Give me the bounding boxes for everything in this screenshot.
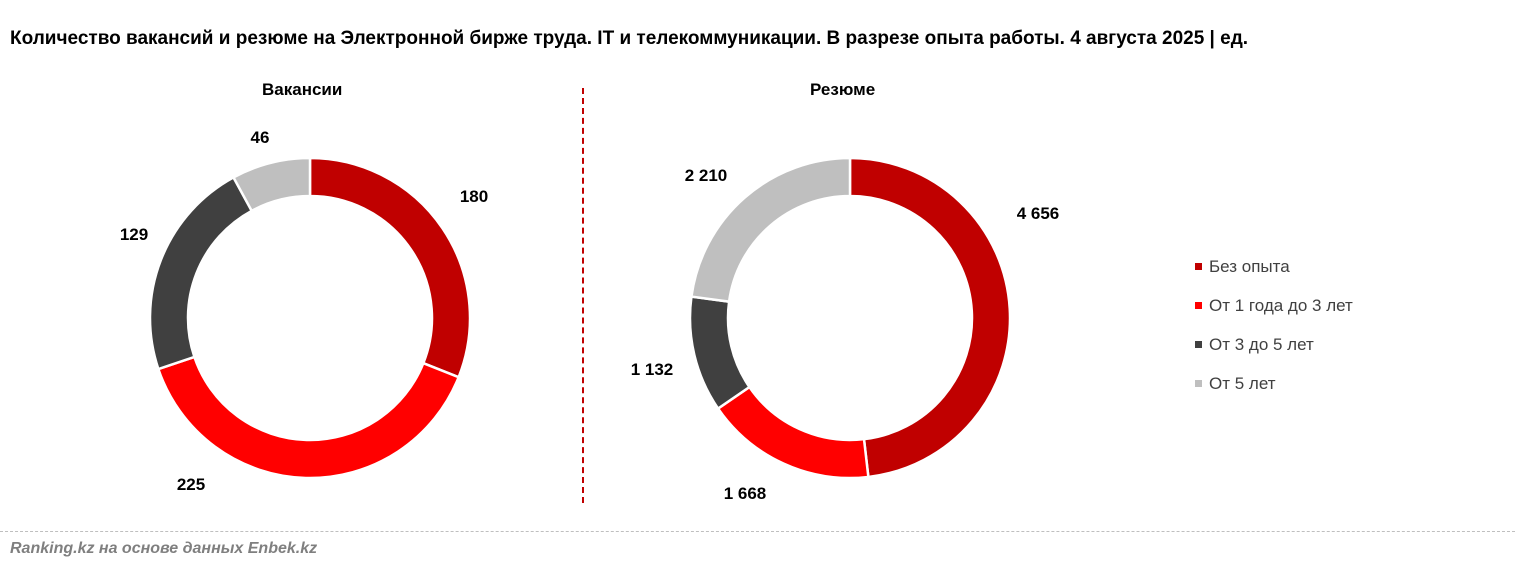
- legend-swatch: [1195, 302, 1202, 309]
- source-note: Ranking.kz на основе данных Enbek.kz: [10, 540, 318, 557]
- resumes-slice-0: [848, 156, 1012, 479]
- legend-label: От 5 лет: [1209, 373, 1276, 393]
- footer-divider: [0, 531, 1515, 532]
- legend-label: Без опыта: [1209, 256, 1290, 276]
- chart-title: Количество вакансий и резюме на Электрон…: [10, 28, 1249, 49]
- resumes-slice-3: [690, 156, 852, 304]
- vacancies-slice-3: [231, 156, 312, 213]
- vacancies-slice-0: [308, 156, 472, 379]
- resumes-slice-2: [688, 295, 752, 411]
- legend: Без опыта От 1 года до 3 лет От 3 до 5 л…: [1195, 247, 1353, 403]
- resumes-data-label-3: 2 210: [685, 166, 728, 185]
- legend-item-no-experience: Без опыта: [1195, 247, 1353, 286]
- vacancies-slice-1: [156, 355, 461, 480]
- legend-item-over-5-years: От 5 лет: [1195, 364, 1353, 403]
- resumes-data-label-2: 1 132: [631, 360, 674, 379]
- vacancies-data-label-2: 129: [120, 225, 148, 244]
- legend-swatch: [1195, 263, 1202, 270]
- vacancies-data-label-0: 180: [460, 187, 488, 206]
- legend-swatch: [1195, 380, 1202, 387]
- legend-item-3-to-5-years: От 3 до 5 лет: [1195, 325, 1353, 364]
- resumes-chart-title: Резюме: [810, 80, 876, 99]
- vacancies-slice-2: [148, 175, 254, 371]
- legend-label: От 3 до 5 лет: [1209, 334, 1314, 354]
- chart-divider: [582, 88, 584, 503]
- resumes-slice-1: [716, 385, 870, 480]
- vacancies-data-label-1: 225: [177, 475, 205, 494]
- legend-label: От 1 года до 3 лет: [1209, 295, 1353, 315]
- legend-swatch: [1195, 341, 1202, 348]
- vacancies-data-label-3: 46: [251, 128, 270, 147]
- vacancies-chart-title: Вакансии: [262, 80, 343, 99]
- resumes-data-label-1: 1 668: [724, 484, 767, 503]
- legend-item-1-to-3-years: От 1 года до 3 лет: [1195, 286, 1353, 325]
- resumes-data-label-0: 4 656: [1017, 204, 1060, 223]
